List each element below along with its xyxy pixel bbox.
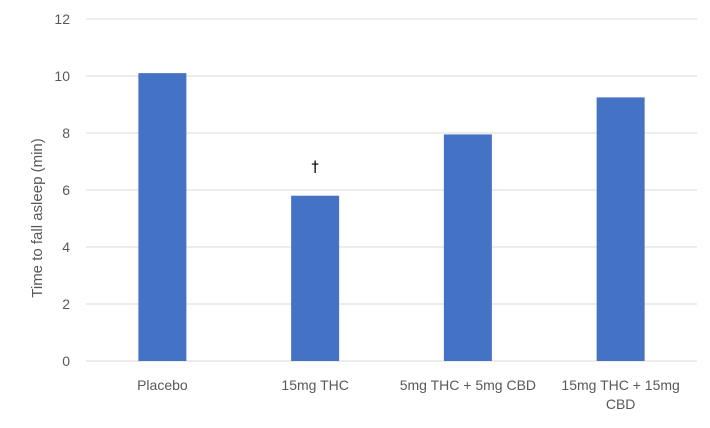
annotations: † [311, 158, 319, 176]
y-tick-label: 0 [62, 353, 70, 369]
y-tick-label: 8 [62, 125, 70, 141]
x-axis-categories: Placebo 15mg THC 5mg THC + 5mg CBD 15mg THC… [137, 377, 680, 412]
y-tick-label: 2 [62, 296, 70, 312]
bar [291, 195, 340, 361]
bar [443, 134, 492, 361]
gridlines [86, 18, 697, 362]
x-category-label: 15mg THC [281, 377, 348, 393]
x-category-label: 5mg THC + 5mg CBD [400, 377, 536, 393]
bar [596, 97, 645, 361]
bar [138, 73, 187, 362]
x-category-label: Placebo [137, 377, 188, 393]
y-tick-label: 4 [62, 239, 70, 255]
x-category-label: 15mg THC + 15mg CBD [561, 377, 679, 412]
y-axis-ticks: 0 2 4 6 8 10 12 [54, 11, 70, 369]
bars [138, 73, 645, 362]
y-axis-title: Time to fall asleep (min) [29, 138, 46, 298]
y-tick-label: 10 [54, 68, 70, 84]
significance-marker: † [311, 158, 319, 176]
y-tick-label: 6 [62, 182, 70, 198]
y-tick-label: 12 [54, 11, 70, 27]
